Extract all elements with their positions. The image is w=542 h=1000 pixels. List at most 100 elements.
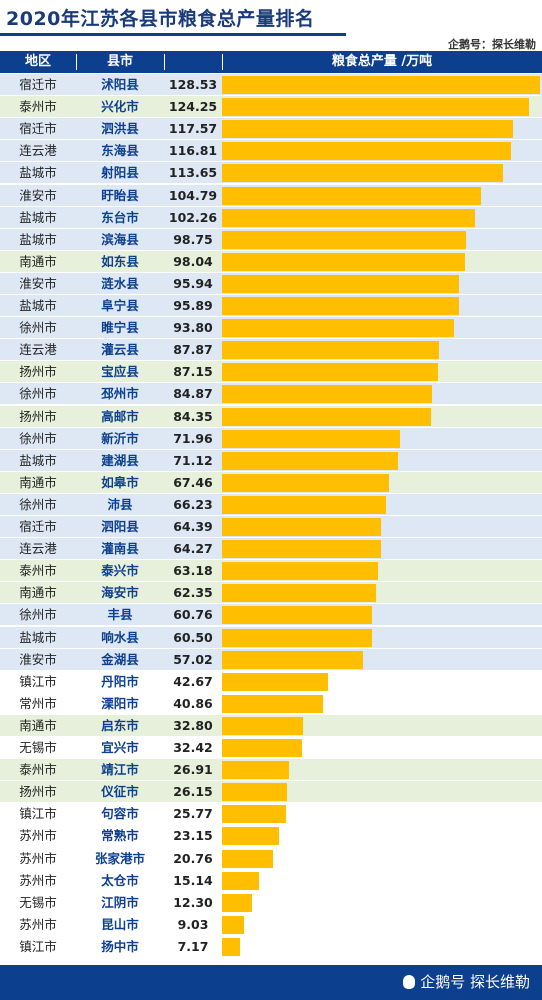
- region-label: 苏州市: [19, 916, 57, 932]
- value-label: 25.77: [173, 806, 213, 822]
- value-label: 98.75: [173, 231, 213, 247]
- bar: [222, 319, 455, 338]
- value-label: 20.76: [173, 850, 213, 866]
- table-row: 扬州市 仪征市 26.15: [0, 781, 542, 804]
- county-label: 丹阳市: [101, 673, 139, 689]
- bar: [222, 540, 381, 559]
- region-label: 南通市: [19, 253, 57, 269]
- region-label: 常州市: [19, 695, 57, 711]
- header-divider: [76, 54, 77, 70]
- value-label: 26.15: [173, 784, 213, 800]
- table-row: 徐州市 邳州市 84.87: [0, 383, 542, 406]
- county-label: 常熟市: [101, 828, 139, 844]
- value-label: 9.03: [177, 916, 209, 932]
- table-row: 宿迁市 沭阳县 128.53: [0, 74, 542, 97]
- table-row: 宿迁市 泗洪县 117.57: [0, 118, 542, 141]
- region-label: 盐城市: [19, 298, 57, 313]
- row-divider: [0, 713, 542, 715]
- row-divider: [0, 758, 542, 760]
- row-divider: [0, 249, 542, 251]
- source-label: 企鹅号：探长维勒: [448, 38, 536, 51]
- region-label: 盐城市: [19, 165, 57, 181]
- page-title: 2020年江苏各县市粮食总产量排名: [6, 8, 315, 30]
- value-label: 71.12: [173, 452, 213, 468]
- value-label: 87.87: [173, 342, 213, 358]
- table-row: 扬州市 宝应县 87.15: [0, 361, 542, 384]
- row-divider: [0, 227, 542, 229]
- region-label: 泰州市: [19, 99, 57, 115]
- county-label: 高邮市: [101, 408, 139, 424]
- row-divider: [0, 492, 542, 494]
- value-label: 12.30: [173, 894, 213, 910]
- region-label: 泰州市: [19, 563, 57, 579]
- row-divider: [0, 338, 542, 340]
- county-label: 句容市: [101, 806, 139, 822]
- row-divider: [0, 868, 542, 870]
- region-label: 徐州市: [19, 496, 57, 512]
- region-label: 连云港: [19, 541, 57, 557]
- table-row: 南通市 启东市 32.80: [0, 714, 542, 737]
- bar: [222, 429, 401, 448]
- region-label: 扬州市: [19, 784, 57, 800]
- county-label: 金湖县: [101, 651, 139, 667]
- table-row: 连云港 灌南县 64.27: [0, 538, 542, 561]
- bar: [222, 252, 465, 271]
- table-row: 泰州市 靖江市 26.91: [0, 759, 542, 782]
- row-divider: [0, 735, 542, 737]
- row-divider: [0, 912, 542, 914]
- value-label: 62.35: [173, 585, 213, 601]
- row-divider: [0, 95, 542, 97]
- header-divider: [222, 54, 223, 70]
- region-label: 盐城市: [19, 209, 57, 225]
- county-label: 新沂市: [101, 430, 139, 446]
- row-divider: [0, 426, 542, 428]
- row-divider: [0, 183, 542, 185]
- county-label: 沭阳县: [101, 77, 139, 92]
- table-row: 盐城市 射阳县 113.65: [0, 162, 542, 185]
- row-divider: [0, 846, 542, 848]
- row-divider: [0, 404, 542, 406]
- row-divider: [0, 780, 542, 782]
- table-row: 盐城市 响水县 60.50: [0, 626, 542, 649]
- table-row: 泰州市 泰兴市 63.18: [0, 560, 542, 583]
- bar: [222, 518, 382, 536]
- county-label: 射阳县: [101, 165, 139, 181]
- table-header: 地区 县市 粮食总产量 /万吨: [0, 51, 542, 73]
- table-row: 宿迁市 泗阳县 64.39: [0, 516, 542, 539]
- region-label: 镇江市: [19, 938, 57, 954]
- county-label: 太仓市: [101, 872, 139, 888]
- row-divider: [0, 271, 542, 273]
- table-row: 徐州市 新沂市 71.96: [0, 427, 542, 450]
- county-label: 宝应县: [101, 364, 139, 380]
- value-label: 87.15: [173, 364, 213, 380]
- county-label: 沛县: [107, 496, 133, 512]
- row-divider: [0, 161, 542, 163]
- header-divider: [164, 54, 165, 70]
- bar: [222, 451, 398, 470]
- bar: [222, 871, 260, 890]
- bar: [222, 297, 460, 315]
- bar: [222, 562, 379, 581]
- value-label: 95.89: [173, 298, 213, 313]
- value-label: 67.46: [173, 474, 213, 490]
- table-row: 盐城市 东台市 102.26: [0, 206, 542, 229]
- region-label: 淮安市: [19, 651, 57, 667]
- county-label: 滨海县: [101, 231, 139, 247]
- region-label: 无锡市: [19, 740, 57, 755]
- county-label: 如东县: [101, 253, 139, 269]
- value-label: 95.94: [173, 275, 213, 291]
- region-label: 宿迁市: [19, 519, 57, 534]
- county-label: 张家港市: [94, 850, 145, 866]
- table-row: 徐州市 丰县 60.76: [0, 604, 542, 627]
- table-row: 南通市 如东县 98.04: [0, 250, 542, 273]
- table-row: 苏州市 昆山市 9.03: [0, 913, 542, 936]
- value-label: 23.15: [173, 828, 213, 844]
- table-row: 连云港 灌云县 87.87: [0, 339, 542, 362]
- column-header-region: 地区: [24, 54, 51, 69]
- region-label: 徐州市: [19, 607, 57, 623]
- county-label: 丰县: [107, 607, 133, 623]
- county-label: 建湖县: [101, 452, 139, 468]
- region-label: 泰州市: [19, 762, 57, 778]
- region-label: 徐州市: [19, 320, 57, 336]
- county-label: 靖江市: [101, 762, 139, 778]
